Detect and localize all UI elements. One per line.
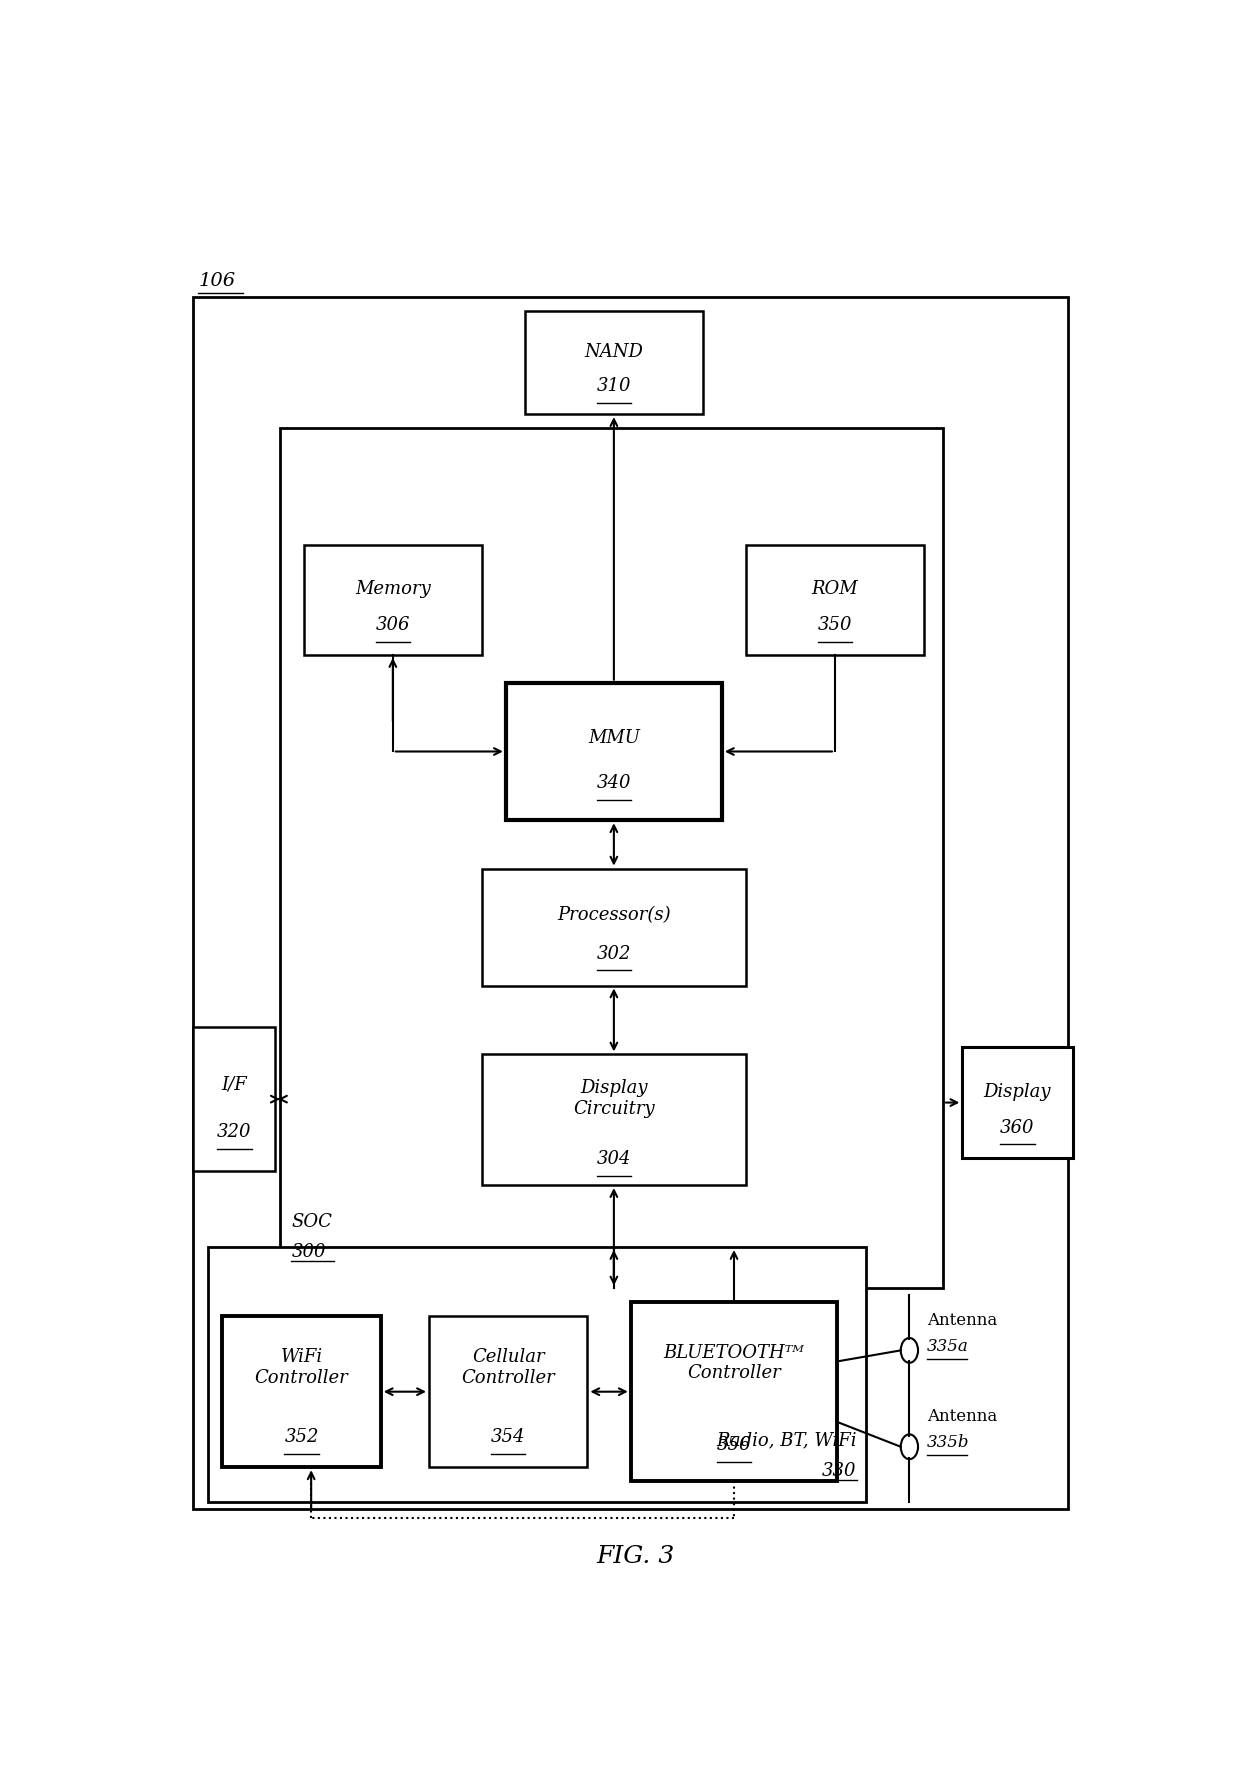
Text: 352: 352 <box>284 1429 319 1446</box>
Text: 354: 354 <box>491 1429 526 1446</box>
Text: 356: 356 <box>717 1436 751 1454</box>
Text: 335b: 335b <box>926 1434 970 1452</box>
Bar <box>481 869 746 985</box>
Text: 310: 310 <box>596 377 631 395</box>
Text: Antenna: Antenna <box>926 1312 997 1328</box>
Text: 335a: 335a <box>926 1337 968 1355</box>
Text: 306: 306 <box>376 617 410 635</box>
Text: 302: 302 <box>596 944 631 964</box>
Text: BLUETOOTHᵀᴹ
Controller: BLUETOOTHᵀᴹ Controller <box>663 1343 805 1382</box>
Text: I/F: I/F <box>222 1076 247 1094</box>
Text: NAND: NAND <box>584 343 644 361</box>
Text: Display: Display <box>983 1082 1052 1101</box>
Text: Radio, BT, WiFi: Radio, BT, WiFi <box>715 1432 857 1450</box>
Bar <box>746 545 924 654</box>
Text: 360: 360 <box>1001 1119 1034 1137</box>
Text: 330: 330 <box>822 1463 857 1480</box>
Bar <box>222 1316 381 1468</box>
Text: 340: 340 <box>596 774 631 792</box>
Text: 304: 304 <box>596 1150 631 1168</box>
Bar <box>280 427 942 1289</box>
Text: Cellular
Controller: Cellular Controller <box>461 1348 556 1387</box>
Text: FIG. 3: FIG. 3 <box>596 1545 675 1568</box>
Text: ROM: ROM <box>812 579 858 597</box>
Text: Processor(s): Processor(s) <box>557 907 671 924</box>
Text: SOC: SOC <box>291 1212 332 1230</box>
Text: WiFi
Controller: WiFi Controller <box>254 1348 348 1387</box>
Text: 106: 106 <box>198 272 236 290</box>
Bar <box>631 1302 837 1480</box>
Bar <box>193 297 1068 1509</box>
Text: 300: 300 <box>291 1243 326 1261</box>
Text: 320: 320 <box>217 1123 252 1141</box>
Bar <box>208 1248 867 1502</box>
Bar <box>962 1048 1073 1157</box>
Text: Antenna: Antenna <box>926 1407 997 1425</box>
Text: Display
Circuitry: Display Circuitry <box>573 1080 655 1118</box>
Bar <box>506 683 722 821</box>
Bar <box>481 1055 746 1185</box>
Text: Memory: Memory <box>355 579 430 597</box>
Bar <box>525 311 703 415</box>
Text: 350: 350 <box>817 617 852 635</box>
Bar <box>429 1316 588 1468</box>
Bar <box>304 545 481 654</box>
Text: MMU: MMU <box>588 730 640 747</box>
Bar <box>193 1026 275 1171</box>
